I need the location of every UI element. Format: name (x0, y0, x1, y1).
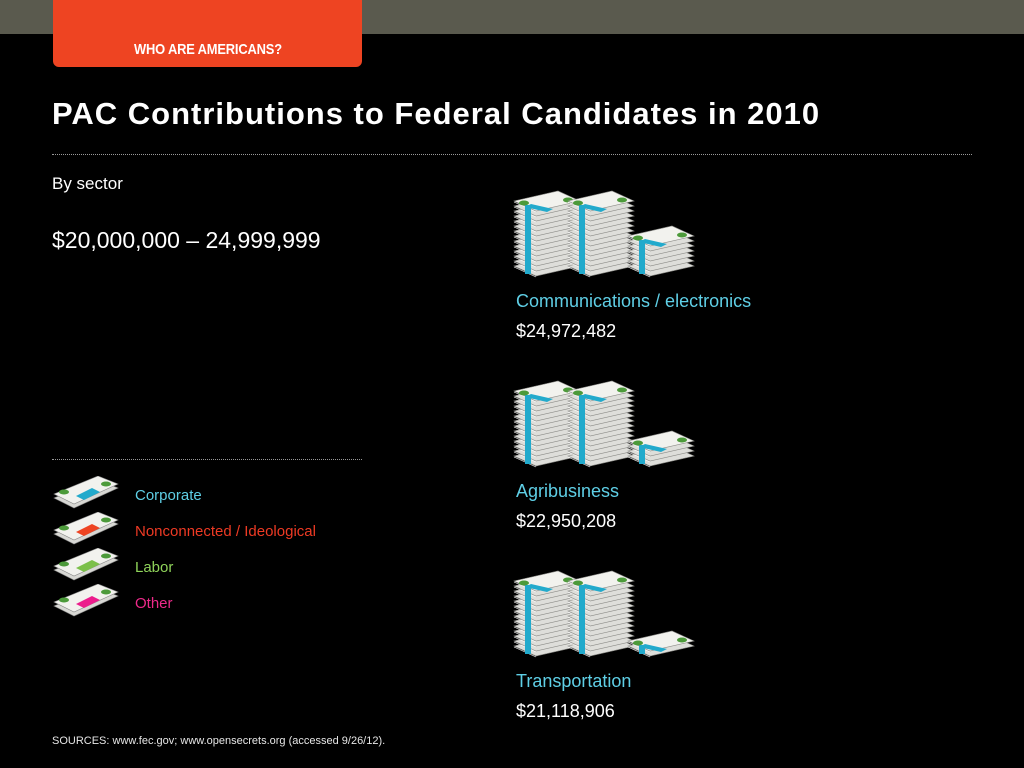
sources-note: SOURCES: www.fec.gov; www.opensecrets.or… (52, 735, 386, 747)
page-title: PAC Contributions to Federal Candidates … (52, 96, 821, 131)
legend-label: Labor (135, 559, 174, 576)
sector-item: Agribusiness $22,950,208 (510, 370, 810, 550)
money-stack-icon (513, 190, 695, 278)
legend-item: Nonconnected / Ideological (52, 512, 372, 548)
legend-item: Corporate (52, 476, 372, 512)
money-bundle-partial (627, 430, 695, 468)
money-bundle (567, 380, 635, 468)
money-note-icon (53, 476, 119, 509)
money-bundle-partial (627, 630, 695, 658)
sector-name: Transportation (516, 671, 632, 691)
money-stack-icon (513, 380, 695, 468)
legend-divider (52, 459, 362, 460)
money-stack-icon (513, 570, 695, 658)
section-tab-label: WHO ARE AMERICANS? (133, 41, 282, 58)
money-bundle-partial (627, 225, 695, 278)
money-bundle (567, 190, 635, 278)
title-divider (52, 154, 972, 155)
sector-name: Communications / electronics (516, 291, 752, 311)
sector-item: Communications / electronics $24,972,482 (510, 180, 810, 360)
money-bundle (567, 570, 635, 658)
sector-amount: $24,972,482 (516, 321, 617, 341)
section-tab[interactable]: WHO ARE AMERICANS? (53, 0, 362, 67)
legend-label: Other (135, 595, 173, 612)
money-note-icon (53, 548, 119, 581)
sector-item: Transportation $21,118,906 (510, 560, 810, 740)
range-label: $20,000,000 – 24,999,999 (52, 227, 321, 253)
sector-amount: $22,950,208 (516, 511, 617, 531)
money-bundle (513, 570, 581, 658)
money-bundle (513, 190, 581, 278)
legend-item: Labor (52, 548, 372, 584)
sector-amount: $21,118,906 (516, 701, 615, 721)
money-bundle (513, 380, 581, 468)
legend-label: Corporate (135, 487, 202, 504)
money-note-icon (53, 512, 119, 545)
chart-subtitle: By sector (52, 174, 123, 193)
money-note-icon (53, 584, 119, 617)
sector-name: Agribusiness (516, 481, 620, 501)
legend-label: Nonconnected / Ideological (135, 523, 316, 540)
legend-item: Other (52, 584, 372, 620)
